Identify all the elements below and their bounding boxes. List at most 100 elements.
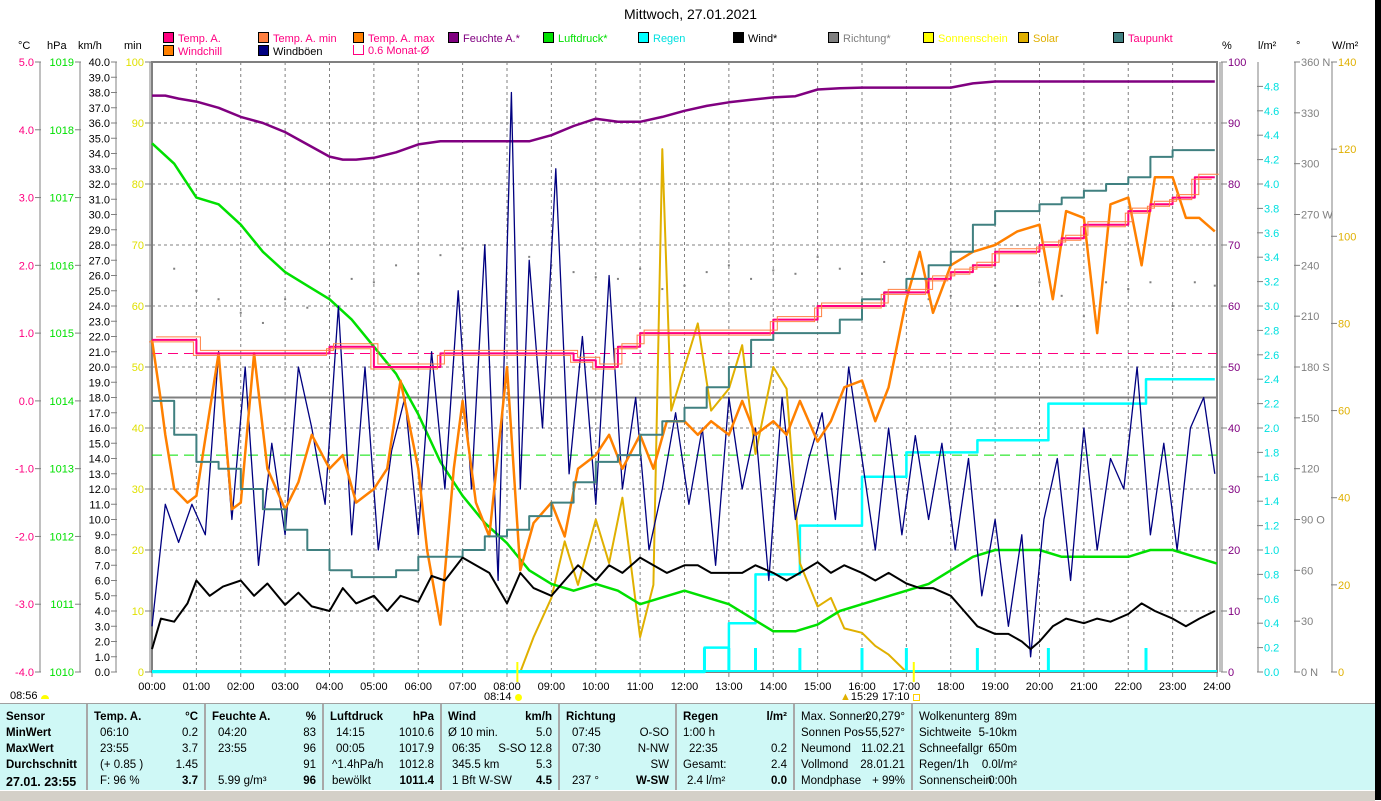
sunset-square-icon: [912, 694, 920, 701]
wind-avg-label: Ø 10 min.: [448, 727, 498, 739]
temp-axis-tick-label: 0.0: [19, 396, 34, 408]
series-richtung-point: [1016, 305, 1019, 307]
legend-swatch: [923, 32, 934, 43]
direction-avg-value: SW: [650, 759, 669, 771]
temp-axis-tick-label: 1.0: [19, 328, 34, 340]
temp-min-time: 06:10: [100, 727, 129, 739]
direction-axis-tick-label: 210: [1301, 311, 1319, 323]
direction-axis-tick-label: 270 W: [1301, 210, 1333, 222]
weather-value-2: 650m: [988, 743, 1017, 755]
humidity-header: Feuchte A.: [212, 711, 271, 723]
wind-axis-tick-label: 38.0: [89, 88, 110, 100]
rain-total-label: Gesamt:: [683, 759, 727, 771]
series-richtung-point: [727, 264, 730, 267]
humidity-max-value: 96: [303, 743, 316, 755]
legend-swatch: [163, 32, 174, 43]
series-richtung-point: [1082, 315, 1085, 318]
rain-axis-tick-label: 2.8: [1264, 325, 1279, 337]
legend-swatch: [163, 45, 174, 56]
series-richtung-point: [683, 284, 686, 287]
wind-axis-tick-label: 6.0: [95, 576, 110, 588]
direction-axis-tick-label: 180 S: [1301, 362, 1330, 374]
weather-label-3: Regen/1h: [919, 759, 969, 771]
col-astro: Max. Sonnen 20,279° Sonnen Pos -55,527° Ne…: [795, 704, 913, 791]
pressure-current-value: 1011.4: [399, 775, 434, 787]
series-richtung-point: [306, 306, 309, 309]
direction-time-1: 07:45: [572, 727, 601, 739]
temp-axis-tick-label: -4.0: [15, 667, 34, 679]
time-tick-label: 14:00: [759, 681, 787, 693]
series-richtung-point: [927, 298, 930, 301]
unit-temp: °C: [18, 40, 31, 52]
rain-total-value: 2.4: [771, 759, 787, 771]
rain-axis-tick-label: 3.6: [1264, 228, 1279, 240]
legend-label: Temp. A. max: [368, 33, 435, 45]
wind-axis-tick-label: 16.0: [89, 423, 110, 435]
sun-cloud-icon: [40, 695, 49, 699]
time-tick-label: 23:00: [1159, 681, 1187, 693]
series-richtung-point: [1171, 305, 1174, 307]
time-tick-label: 00:00: [138, 681, 166, 693]
series-richtung-point: [594, 276, 597, 279]
temp-header: Temp. A.: [94, 711, 142, 723]
wind-axis-tick-label: 17.0: [89, 408, 110, 420]
temp-axis-tick-label: -2.0: [15, 531, 34, 543]
time-tick-label: 24:00: [1203, 681, 1231, 693]
sunset-time: 17:10: [882, 691, 910, 703]
time-tick-label: 09:00: [538, 681, 566, 693]
time-tick-label: 07:00: [449, 681, 477, 693]
pressure-axis-tick-label: 1015: [50, 328, 74, 340]
legend-item-windchill: Windchill: [163, 45, 222, 58]
rain-axis-tick-label: 0.6: [1264, 594, 1279, 606]
series-richtung-point: [417, 272, 420, 275]
legend-label: Luftdruck*: [558, 33, 608, 45]
weather-label-4: Sonnenschein: [919, 775, 992, 787]
rain-sum: 2.4 l/m²: [687, 775, 726, 787]
sensor-current-label: 27.01. 23:55: [6, 775, 77, 789]
wind-axis-tick-label: 11.0: [89, 499, 110, 511]
humidity-min-value: 83: [303, 727, 316, 739]
moon-marker: ▲15:29: [840, 691, 878, 703]
direction-axis-tick-label: 330: [1301, 108, 1319, 120]
window-edge: [1375, 0, 1381, 800]
wind-axis-tick-label: 22.0: [89, 332, 110, 344]
unit-solar: W/m²: [1332, 40, 1359, 52]
legend-label: Temp. A. min: [273, 33, 337, 45]
sensor-header: Sensor: [6, 711, 45, 723]
legend-swatch: [1113, 32, 1124, 43]
humidity-axis-tick-label: 20: [1228, 545, 1240, 557]
humidity-max-time: 23:55: [218, 743, 247, 755]
wind-axis-tick-label: 32.0: [89, 179, 110, 191]
legend-swatch: [733, 32, 744, 43]
astro-value-0: 20,279°: [865, 711, 905, 723]
wind-axis-tick-label: 2.0: [95, 637, 110, 649]
time-tick-label: 16:00: [848, 681, 876, 693]
series-richtung-point: [151, 272, 153, 275]
legend-swatch: [638, 32, 649, 43]
rain-axis-tick-label: 1.2: [1264, 521, 1279, 533]
series-luftdruck-line: [151, 142, 1218, 633]
legend-item-regen: Regen: [638, 32, 685, 45]
series-richtung-point: [350, 277, 353, 280]
wind-axis-tick-label: 23.0: [89, 316, 110, 328]
time-tick-label: 17:00: [893, 681, 921, 693]
legend-label: Solar: [1033, 33, 1059, 45]
astro-value-2: 11.02.21: [861, 743, 905, 755]
series-wind-line: [151, 556, 1216, 651]
temp-unit: °C: [185, 711, 198, 723]
astro-label-0: Max. Sonnen: [801, 711, 869, 723]
pressure-axis-tick-label: 1017: [50, 193, 74, 205]
time-tick-label: 04:00: [316, 681, 344, 693]
chart-title: Mittwoch, 27.01.2021: [623, 6, 758, 22]
series-richtung-point: [1127, 288, 1130, 291]
series-richtung-point: [461, 247, 464, 250]
direction-axis-tick-label: 120: [1301, 464, 1319, 476]
pressure-forecast: bewölkt: [332, 775, 371, 787]
series-richtung-point: [284, 298, 287, 301]
rain-period: 1:00 h: [683, 727, 715, 739]
rain-axis-tick-label: 2.0: [1264, 423, 1279, 435]
rain-axis-tick-label: 4.2: [1264, 155, 1279, 167]
humidity-axis-tick-label: 90: [1228, 118, 1240, 130]
unit-humidity: %: [1222, 40, 1232, 52]
wind-axis-tick-label: 8.0: [95, 545, 110, 557]
